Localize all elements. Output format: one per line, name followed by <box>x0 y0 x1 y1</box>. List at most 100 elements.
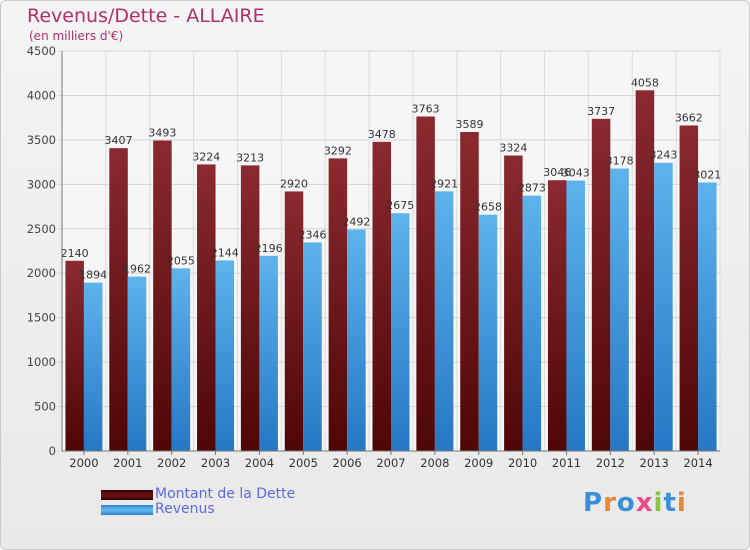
y-tick-label: 0 <box>49 444 56 458</box>
legend-label-revenue: Revenus <box>155 501 215 517</box>
debt-bar-value-label: 3763 <box>412 103 440 116</box>
debt-bar <box>547 180 567 451</box>
debt-bar <box>460 131 479 451</box>
y-tick-label: 4500 <box>27 44 56 58</box>
debt-bar-value-label: 3589 <box>455 118 483 131</box>
x-tick-label: 2000 <box>69 456 98 470</box>
x-tick-label: 2002 <box>157 456 186 470</box>
revenue-bar-value-label: 3021 <box>693 168 721 181</box>
debt-bar <box>504 155 523 452</box>
logo-letter: i <box>653 488 664 518</box>
x-tick-label: 2014 <box>683 456 712 470</box>
debt-bar <box>65 260 84 451</box>
revenue-bar <box>303 242 322 451</box>
legend-swatch-revenue <box>101 505 153 515</box>
legend-swatch-debt <box>101 490 153 500</box>
logo-letter: x <box>635 488 654 518</box>
y-tick-label: 1500 <box>27 311 56 325</box>
revenue-bar <box>478 214 498 451</box>
x-tick-label: 2005 <box>289 456 318 470</box>
x-tick-label: 2012 <box>596 456 625 470</box>
y-tick-label: 1000 <box>27 355 56 369</box>
revenue-bar-value-label: 3043 <box>562 167 590 180</box>
revenue-bar <box>391 213 410 451</box>
revenue-bar-value-label: 1962 <box>123 263 151 276</box>
x-tick-label: 2011 <box>552 456 581 470</box>
debt-bar <box>109 148 128 451</box>
debt-bar-value-label: 2140 <box>61 247 89 260</box>
x-tick-label: 2009 <box>464 456 493 470</box>
debt-bar <box>372 141 391 451</box>
debt-bar <box>284 191 304 451</box>
x-tick-label: 2008 <box>420 456 449 470</box>
revenue-bar <box>434 191 454 451</box>
revenue-bar-value-label: 2873 <box>518 182 546 195</box>
logo-letter: t <box>663 488 677 518</box>
revenue-bar-value-label: 3178 <box>606 155 634 168</box>
y-tick-label: 500 <box>34 400 56 414</box>
debt-bar <box>679 125 699 451</box>
chart-title: Revenus/Dette - ALLAIRE <box>27 5 265 27</box>
debt-bar <box>197 164 216 451</box>
revenue-bar <box>171 268 191 451</box>
revenue-bar <box>347 229 366 451</box>
debt-bar-value-label: 3407 <box>105 134 133 147</box>
x-tick-label: 2003 <box>201 456 230 470</box>
y-tick-label: 2500 <box>27 222 56 236</box>
debt-bar <box>416 116 435 451</box>
y-tick-label: 3000 <box>27 177 56 191</box>
debt-bar <box>635 90 655 452</box>
debt-bar-value-label: 3493 <box>148 127 176 140</box>
revenue-bar-value-label: 3243 <box>649 149 677 162</box>
debt-bar-value-label: 4058 <box>631 76 659 89</box>
debt-bar-value-label: 3292 <box>324 144 352 157</box>
x-tick-label: 2004 <box>245 456 274 470</box>
debt-bar-value-label: 3737 <box>587 105 615 118</box>
revenue-bar <box>610 168 629 451</box>
revenue-bar <box>522 195 542 451</box>
revenue-bar-value-label: 1894 <box>79 269 107 282</box>
revenue-bar-value-label: 2921 <box>430 177 458 190</box>
revenue-bar <box>83 282 103 451</box>
revenue-bar-value-label: 2492 <box>342 215 370 228</box>
debt-bar-value-label: 3478 <box>368 128 396 141</box>
x-tick-label: 2013 <box>640 456 669 470</box>
debt-bar-value-label: 3046 <box>543 166 571 179</box>
logo-letter: r <box>603 488 617 518</box>
x-tick-label: 2006 <box>332 456 361 470</box>
y-tick-label: 2000 <box>27 266 56 280</box>
revenue-bar <box>698 182 717 451</box>
debt-bar <box>328 158 348 451</box>
x-tick-label: 2010 <box>508 456 537 470</box>
revenue-bar <box>259 255 278 451</box>
debt-bar-value-label: 3224 <box>192 150 220 163</box>
revenue-bar-value-label: 2055 <box>167 254 195 267</box>
revenue-bar <box>215 260 235 451</box>
logo-letter: o <box>616 488 636 518</box>
revenue-bar <box>127 276 147 451</box>
debt-bar <box>240 165 260 451</box>
debt-bar-value-label: 3662 <box>675 111 703 124</box>
x-tick-label: 2007 <box>376 456 405 470</box>
debt-bar <box>591 118 611 452</box>
revenue-bar-value-label: 2144 <box>211 246 239 259</box>
legend-label-debt: Montant de la Dette <box>155 486 296 502</box>
y-tick-label: 4000 <box>27 88 56 102</box>
revenue-bar-value-label: 2658 <box>474 201 502 214</box>
revenue-bar <box>566 180 585 451</box>
y-tick-label: 3500 <box>27 133 56 147</box>
debt-bar <box>153 140 172 451</box>
revenue-bar-value-label: 2196 <box>255 242 283 255</box>
x-tick-label: 2001 <box>113 456 142 470</box>
debt-bar-value-label: 3324 <box>499 142 527 155</box>
revenue-bar-value-label: 2346 <box>299 228 327 241</box>
proxiti-logo: Proxiti <box>583 488 687 518</box>
debt-bar-value-label: 3213 <box>236 151 264 164</box>
chart-subtitle: (en milliers d'€) <box>29 29 124 43</box>
debt-bar-value-label: 2920 <box>280 177 308 190</box>
revenue-bar <box>654 162 673 451</box>
revenue-bar-value-label: 2675 <box>386 199 414 212</box>
logo-letter: i <box>676 488 687 518</box>
